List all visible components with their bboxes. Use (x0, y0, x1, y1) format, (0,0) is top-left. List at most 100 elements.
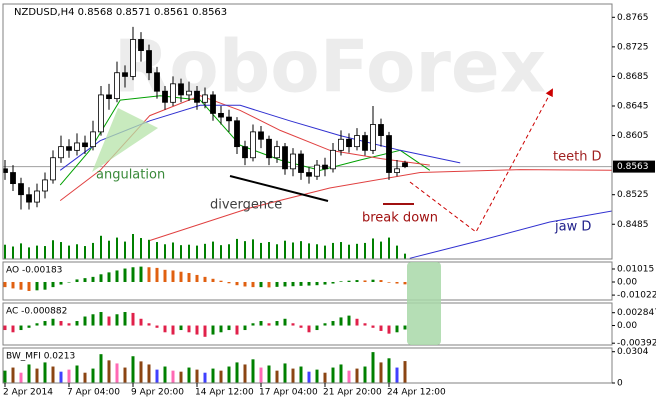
histogram-bar (323, 281, 327, 285)
ohlc-values: 0.8568 0.8571 0.8561 0.8563 (78, 7, 228, 18)
volume-bar (196, 245, 198, 259)
candle-body (338, 138, 344, 151)
candle-body (138, 39, 144, 51)
candle-body (162, 90, 168, 103)
histogram-bar (99, 312, 103, 326)
candle-body (82, 142, 88, 148)
histogram-bar (11, 367, 15, 383)
highlight-box (407, 262, 441, 345)
histogram-bar (163, 269, 167, 282)
candle-body (210, 94, 216, 114)
histogram-bar (147, 267, 151, 282)
histogram-bar (59, 371, 63, 383)
x-tick-label: 7 Apr 04:00 (67, 388, 120, 398)
histogram-bar (3, 325, 7, 331)
volume-bar (244, 241, 246, 259)
histogram-bar (299, 366, 303, 383)
annotation: divergence (210, 198, 282, 213)
histogram-bar (379, 362, 383, 383)
histogram-bar (195, 274, 199, 282)
histogram-bar (59, 321, 63, 326)
axes: 0.8765 0.8725 0.8685 0.8645 0.8605 0.8525 0.84… (2, 3, 656, 398)
candle-body (3, 168, 8, 173)
y-tick-label: -0.01022 (617, 291, 656, 301)
candle-body (282, 146, 288, 170)
histogram-bar (123, 268, 127, 282)
volume-bar (124, 241, 126, 259)
volume-bar (212, 241, 214, 259)
panel-title: AO -0.00183 (6, 266, 62, 276)
forecast-arrow (409, 88, 553, 233)
histogram-bar (83, 278, 87, 282)
histogram-bar (235, 362, 239, 383)
volume-bar (396, 245, 398, 259)
histogram-bar (19, 325, 23, 331)
histogram-bar (35, 368, 39, 383)
candle-body (322, 164, 328, 170)
histogram-bar (267, 281, 271, 288)
histogram-bar (19, 372, 23, 383)
histogram-bar (211, 325, 215, 335)
histogram-bar (179, 325, 183, 331)
candle-body (386, 135, 392, 173)
histogram-bar (227, 366, 231, 383)
histogram-bar (75, 279, 79, 282)
candle-body (362, 135, 368, 151)
histogram-bar (107, 272, 111, 282)
histogram-bar (267, 323, 271, 326)
panel-frame (2, 261, 613, 301)
volume-bar (28, 247, 30, 259)
volume-bar (404, 253, 406, 259)
histogram-bar (155, 267, 159, 282)
histogram-bar (107, 316, 111, 326)
histogram-bar (187, 273, 191, 282)
histogram-bar (363, 280, 367, 282)
volume-bar (108, 240, 110, 259)
histogram-bar (131, 356, 135, 383)
candle-body (18, 183, 24, 196)
candle-body (74, 142, 80, 151)
histogram-bar (323, 372, 327, 383)
histogram-bar (387, 281, 391, 283)
histogram-bar (299, 281, 303, 286)
histogram-bar (227, 325, 231, 331)
volume-bar (228, 244, 230, 259)
histogram-bar (283, 363, 287, 383)
y-tick-label: 0.8645 (617, 102, 649, 112)
candle-body (258, 131, 264, 140)
histogram-bar (203, 372, 207, 383)
volume-bar (292, 242, 294, 259)
histogram-bar (27, 325, 31, 328)
x-tick-label: 24 Apr 12:00 (387, 388, 446, 398)
histogram-bar (99, 274, 103, 282)
histogram-bar (43, 321, 47, 326)
histogram-bar (107, 360, 111, 383)
candle-body (346, 138, 352, 148)
candle-body (194, 90, 200, 103)
panel-frame (2, 347, 613, 384)
indicator-plots: AO -0.00183 AC -0.000882 BW_MFI 0.0213 (3, 266, 407, 383)
histogram-bar (3, 370, 7, 383)
histogram-bar (51, 366, 55, 383)
indicator-line (409, 210, 612, 259)
histogram-bar (195, 369, 199, 383)
candle-body (186, 90, 192, 96)
panel-frame (2, 302, 613, 346)
histogram-bar (275, 321, 279, 326)
histogram-bar (347, 315, 351, 326)
last-price-label: 0.8563 (617, 162, 649, 172)
y-tick-label: 0.00 (617, 321, 637, 331)
candle-body (370, 124, 376, 151)
volume-bar (76, 244, 78, 259)
volume-bar (92, 242, 94, 259)
candle-body (106, 94, 112, 100)
volume-bar (172, 242, 174, 259)
volume-bar (204, 243, 206, 259)
volume-bar (220, 245, 222, 259)
histogram-bar (131, 267, 135, 282)
histogram-bar (139, 361, 143, 383)
candle-body (42, 179, 48, 192)
candle-body (66, 146, 72, 151)
histogram-bar (75, 365, 79, 383)
volume-bar (268, 242, 270, 259)
